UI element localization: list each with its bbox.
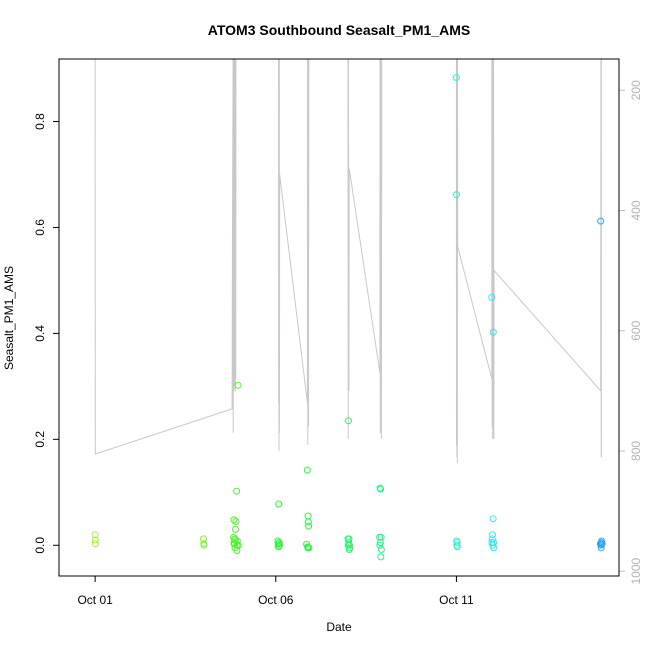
data-point [345, 539, 353, 547]
right-tick-label: 600 [629, 320, 643, 340]
data-point [453, 539, 461, 547]
data-points [91, 74, 606, 561]
y-tick-label: 0.0 [33, 537, 47, 554]
chart-title: ATOM3 Southbound Seasalt_PM1_AMS [208, 22, 470, 38]
data-point [597, 217, 605, 225]
data-point [91, 536, 99, 544]
data-point [234, 541, 242, 549]
data-point [276, 541, 283, 549]
data-point [376, 539, 384, 547]
y-tick-label: 0.2 [33, 431, 47, 448]
data-point [305, 544, 313, 552]
x-axis-label: Date [326, 620, 352, 634]
x-tick-label: Oct 01 [77, 593, 113, 607]
data-point [598, 537, 606, 545]
data-point [489, 328, 497, 336]
y-axis-label: Seasalt_PM1_AMS [2, 266, 16, 370]
data-point [597, 544, 605, 552]
right-axis: 200 400 600 800 1000 [619, 80, 643, 585]
plot-frame [58, 58, 620, 577]
data-point [489, 531, 496, 539]
right-tick-label: 800 [629, 441, 643, 461]
data-point [233, 537, 241, 545]
data-point [232, 525, 240, 533]
data-point [453, 543, 461, 551]
data-point [453, 191, 460, 199]
data-point [346, 544, 354, 552]
x-axis: Oct 01 Oct 06 Oct 11 [77, 576, 474, 607]
data-point [275, 539, 283, 547]
data-point [230, 516, 238, 524]
y-tick-label: 0.8 [33, 113, 47, 130]
data-point [345, 417, 352, 425]
right-tick-label: 1000 [629, 558, 643, 585]
data-point [376, 541, 384, 549]
data-point [597, 541, 605, 549]
data-point [233, 487, 241, 495]
y-tick-label: 0.6 [33, 219, 47, 236]
x-tick-label: Oct 11 [439, 593, 474, 607]
x-tick-label: Oct 06 [258, 593, 294, 607]
y-axis: 0.0 0.2 0.4 0.6 0.8 [33, 113, 59, 554]
right-tick-label: 200 [629, 80, 643, 100]
data-point [377, 533, 385, 541]
data-point [346, 541, 353, 549]
data-point [91, 531, 99, 539]
data-point [91, 540, 99, 548]
pressure-line [94, 58, 602, 464]
data-point [490, 539, 498, 547]
data-point [489, 515, 497, 523]
data-point [377, 485, 385, 493]
data-point [234, 381, 242, 389]
data-point [377, 553, 385, 561]
data-point [275, 500, 283, 508]
y-tick-label: 0.4 [33, 325, 47, 342]
data-point [488, 293, 496, 301]
right-tick-label: 400 [629, 200, 643, 220]
pressure-series [94, 58, 602, 464]
data-point [598, 540, 606, 548]
data-point [232, 517, 240, 525]
data-point [303, 466, 311, 474]
data-point [377, 546, 385, 553]
data-point [452, 74, 460, 81]
data-point [200, 541, 208, 549]
data-point [304, 512, 312, 520]
data-point [490, 544, 498, 552]
data-point [304, 518, 312, 526]
data-point [305, 522, 313, 530]
